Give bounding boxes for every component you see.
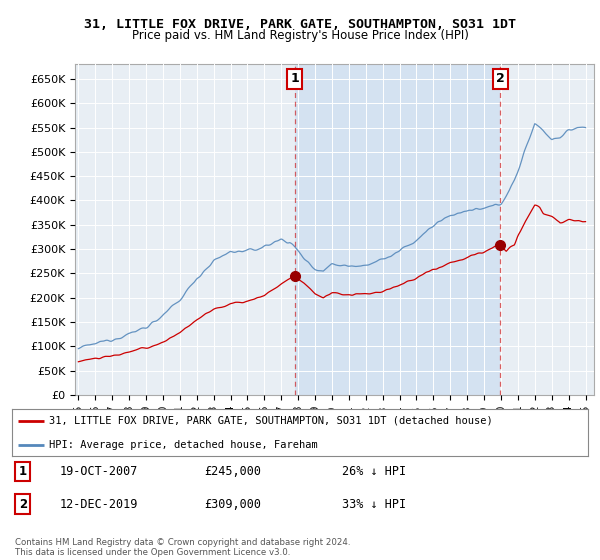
Bar [295, 64, 500, 395]
Text: 26% ↓ HPI: 26% ↓ HPI [342, 465, 406, 478]
Text: 12-DEC-2019: 12-DEC-2019 [60, 497, 139, 511]
Text: Price paid vs. HM Land Registry's House Price Index (HPI): Price paid vs. HM Land Registry's House … [131, 29, 469, 42]
Text: £309,000: £309,000 [204, 497, 261, 511]
Text: HPI: Average price, detached house, Fareham: HPI: Average price, detached house, Fare… [49, 440, 318, 450]
Text: 1: 1 [19, 465, 27, 478]
Text: 33% ↓ HPI: 33% ↓ HPI [342, 497, 406, 511]
Text: 2: 2 [19, 497, 27, 511]
Text: 2: 2 [496, 72, 505, 86]
Text: 19-OCT-2007: 19-OCT-2007 [60, 465, 139, 478]
Text: 31, LITTLE FOX DRIVE, PARK GATE, SOUTHAMPTON, SO31 1DT: 31, LITTLE FOX DRIVE, PARK GATE, SOUTHAM… [84, 18, 516, 31]
Text: 31, LITTLE FOX DRIVE, PARK GATE, SOUTHAMPTON, SO31 1DT (detached house): 31, LITTLE FOX DRIVE, PARK GATE, SOUTHAM… [49, 416, 493, 426]
Text: £245,000: £245,000 [204, 465, 261, 478]
Text: 1: 1 [290, 72, 299, 86]
Text: Contains HM Land Registry data © Crown copyright and database right 2024.
This d: Contains HM Land Registry data © Crown c… [15, 538, 350, 557]
